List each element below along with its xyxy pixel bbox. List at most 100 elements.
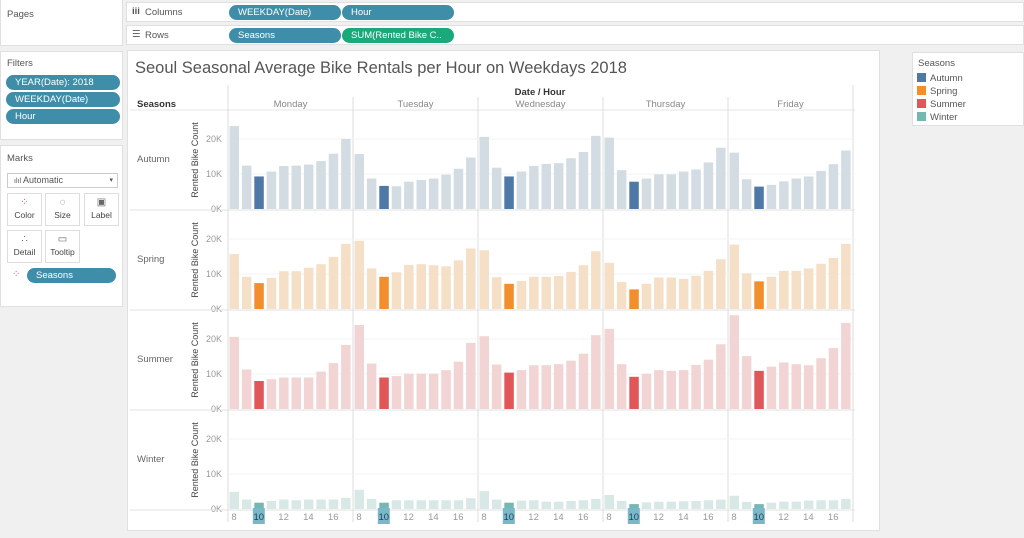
tooltip-card[interactable]: ▭ Tooltip: [45, 230, 80, 263]
bar-spring-tuesday-15[interactable]: [441, 266, 451, 309]
row-pill-seasons[interactable]: Seasons: [229, 28, 341, 43]
mark-type-dropdown[interactable]: ılıl Automatic ▾: [7, 173, 118, 188]
bar-spring-tuesday-17[interactable]: [466, 248, 476, 309]
bar-spring-wednesday-13[interactable]: [541, 276, 552, 309]
bar-spring-friday-9[interactable]: [741, 273, 752, 309]
bar-summer-friday-10[interactable]: [754, 370, 764, 409]
bar-autumn-friday-13[interactable]: [791, 178, 802, 209]
bar-spring-monday-14[interactable]: [303, 267, 314, 309]
bar-autumn-tuesday-15[interactable]: [441, 174, 451, 209]
bar-summer-monday-12[interactable]: [279, 377, 289, 410]
bar-spring-friday-12[interactable]: [779, 270, 789, 309]
bar-winter-monday-10[interactable]: [254, 502, 264, 509]
bar-autumn-tuesday-17[interactable]: [466, 157, 476, 209]
bar-summer-wednesday-10[interactable]: [504, 372, 514, 409]
bar-autumn-wednesday-16[interactable]: [578, 151, 589, 209]
bar-winter-monday-17[interactable]: [341, 497, 351, 509]
bar-autumn-monday-15[interactable]: [316, 161, 326, 209]
bar-summer-monday-8[interactable]: [229, 336, 240, 409]
bar-autumn-thursday-8[interactable]: [604, 137, 615, 209]
bar-autumn-wednesday-14[interactable]: [553, 163, 564, 209]
bar-autumn-tuesday-13[interactable]: [416, 179, 427, 209]
bar-autumn-monday-13[interactable]: [291, 165, 302, 209]
bar-summer-wednesday-12[interactable]: [529, 365, 539, 409]
bar-autumn-monday-14[interactable]: [303, 164, 314, 209]
bar-spring-wednesday-14[interactable]: [553, 276, 564, 309]
bar-winter-tuesday-12[interactable]: [404, 500, 414, 509]
bar-winter-wednesday-13[interactable]: [541, 501, 552, 509]
bar-autumn-wednesday-12[interactable]: [529, 165, 539, 209]
bar-spring-friday-11[interactable]: [766, 276, 777, 309]
bar-spring-wednesday-10[interactable]: [504, 283, 514, 309]
bar-spring-friday-8[interactable]: [729, 244, 740, 309]
bar-autumn-thursday-13[interactable]: [666, 174, 677, 209]
bar-summer-friday-14[interactable]: [803, 365, 814, 409]
filter-pill-weekday[interactable]: WEEKDAY(Date): [6, 92, 120, 107]
bar-spring-monday-17[interactable]: [341, 243, 351, 309]
bar-spring-wednesday-9[interactable]: [491, 277, 502, 309]
bar-summer-wednesday-11[interactable]: [516, 370, 527, 409]
bar-summer-monday-17[interactable]: [341, 344, 351, 409]
bar-winter-monday-12[interactable]: [279, 499, 289, 509]
bar-winter-thursday-17[interactable]: [716, 499, 726, 509]
bar-autumn-wednesday-8[interactable]: [479, 136, 490, 209]
bar-winter-tuesday-13[interactable]: [416, 500, 427, 509]
columns-shelf[interactable]: iii Columns WEEKDAY(Date) Hour: [126, 2, 1024, 22]
bar-summer-monday-11[interactable]: [266, 379, 277, 409]
bar-summer-friday-11[interactable]: [766, 366, 777, 409]
bar-spring-tuesday-13[interactable]: [416, 264, 427, 309]
bar-winter-monday-13[interactable]: [291, 500, 302, 509]
bar-winter-friday-17[interactable]: [841, 498, 851, 509]
bar-summer-wednesday-17[interactable]: [591, 335, 601, 409]
bar-summer-tuesday-17[interactable]: [466, 342, 476, 409]
bar-autumn-tuesday-11[interactable]: [391, 186, 402, 209]
bar-winter-tuesday-11[interactable]: [391, 500, 402, 509]
bar-spring-wednesday-12[interactable]: [529, 276, 539, 309]
bar-summer-friday-16[interactable]: [828, 348, 839, 409]
bar-winter-monday-11[interactable]: [266, 500, 277, 509]
bar-summer-monday-10[interactable]: [254, 381, 264, 409]
bar-winter-wednesday-8[interactable]: [479, 491, 490, 509]
bar-summer-thursday-16[interactable]: [703, 359, 714, 409]
bar-spring-monday-8[interactable]: [229, 254, 240, 309]
bar-winter-friday-13[interactable]: [791, 501, 802, 509]
bar-spring-thursday-15[interactable]: [691, 275, 701, 309]
bar-summer-monday-15[interactable]: [316, 371, 326, 409]
bar-summer-thursday-8[interactable]: [604, 328, 615, 409]
bar-autumn-friday-8[interactable]: [729, 152, 740, 209]
legend-item-autumn[interactable]: Autumn: [917, 73, 963, 84]
bar-autumn-wednesday-11[interactable]: [516, 171, 527, 209]
bar-spring-tuesday-14[interactable]: [428, 265, 439, 309]
bar-spring-tuesday-10[interactable]: [379, 276, 389, 309]
bar-winter-tuesday-17[interactable]: [466, 498, 476, 509]
bar-autumn-wednesday-15[interactable]: [566, 158, 576, 209]
bar-summer-tuesday-8[interactable]: [354, 325, 365, 409]
bar-autumn-monday-9[interactable]: [241, 165, 252, 209]
bar-autumn-wednesday-10[interactable]: [504, 176, 514, 209]
bar-spring-wednesday-8[interactable]: [479, 250, 490, 309]
bar-summer-thursday-9[interactable]: [616, 364, 627, 409]
bar-spring-wednesday-11[interactable]: [516, 281, 527, 309]
bar-winter-wednesday-11[interactable]: [516, 500, 527, 509]
bar-spring-friday-10[interactable]: [754, 281, 764, 309]
bar-winter-thursday-11[interactable]: [641, 502, 652, 509]
bar-winter-tuesday-8[interactable]: [354, 489, 365, 509]
bar-autumn-thursday-17[interactable]: [716, 147, 726, 209]
bar-autumn-monday-12[interactable]: [279, 165, 289, 209]
bar-winter-monday-9[interactable]: [241, 499, 252, 509]
bar-autumn-wednesday-13[interactable]: [541, 163, 552, 209]
bar-winter-thursday-15[interactable]: [691, 500, 701, 509]
bar-spring-monday-11[interactable]: [266, 277, 277, 309]
bar-summer-friday-13[interactable]: [791, 364, 802, 409]
filter-pill-hour[interactable]: Hour: [6, 109, 120, 124]
bar-spring-thursday-16[interactable]: [703, 270, 714, 309]
bar-spring-tuesday-16[interactable]: [453, 260, 464, 309]
bar-summer-tuesday-11[interactable]: [391, 376, 402, 409]
bar-autumn-monday-16[interactable]: [328, 153, 339, 209]
bar-autumn-thursday-10[interactable]: [629, 181, 639, 209]
bar-spring-monday-10[interactable]: [254, 283, 264, 309]
bar-spring-thursday-11[interactable]: [641, 283, 652, 309]
bar-winter-wednesday-14[interactable]: [553, 501, 564, 509]
bar-winter-thursday-12[interactable]: [654, 501, 664, 509]
bar-summer-friday-9[interactable]: [741, 356, 752, 409]
